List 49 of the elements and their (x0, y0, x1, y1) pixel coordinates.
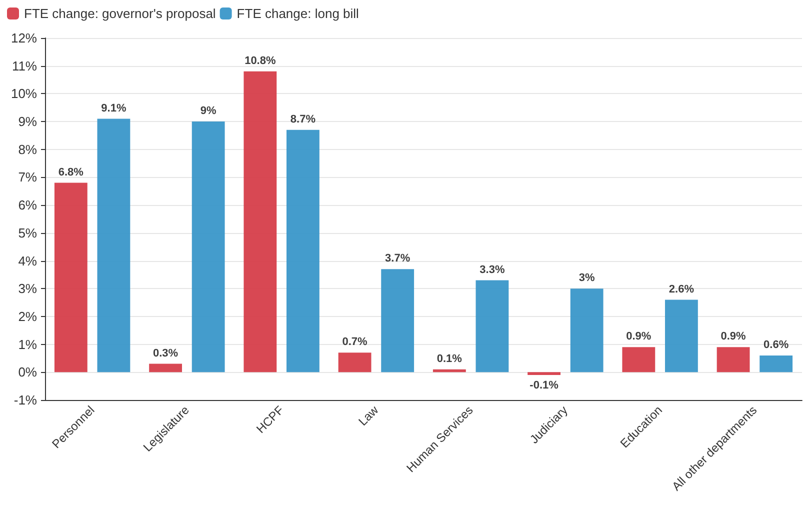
bar (338, 352, 372, 372)
y-tick-label: -1% (14, 392, 38, 408)
bar (528, 372, 560, 375)
data-label: -0.1% (530, 379, 559, 392)
y-tick-label: 5% (18, 225, 38, 240)
data-label: 0.7% (342, 336, 368, 348)
data-label: 2.6% (668, 283, 694, 296)
data-label: 3.3% (480, 264, 505, 276)
y-tick-label: 2% (18, 308, 38, 324)
bar (54, 182, 88, 372)
data-label: 3% (578, 272, 595, 284)
y-tick-label: 6% (18, 198, 38, 213)
bar (97, 118, 130, 372)
x-tick-label: Law (356, 402, 382, 429)
y-tick-label: 8% (18, 142, 38, 157)
data-label: 0.1% (436, 352, 462, 365)
y-tick-label: 4% (18, 253, 38, 268)
y-tick-label: 12% (10, 30, 38, 46)
data-label: 6.8% (58, 166, 84, 178)
data-label: 3.7% (385, 252, 410, 265)
y-tick-label: 0% (18, 364, 38, 380)
data-label: 8.7% (290, 113, 316, 126)
bar (622, 347, 656, 372)
bar (716, 347, 750, 372)
data-label: 0.3% (153, 347, 178, 360)
data-label: 0.6% (764, 338, 789, 351)
y-tick-label: 7% (18, 170, 38, 185)
data-label: 0.9% (720, 330, 746, 343)
bar (381, 269, 414, 372)
legend-label: FTE change: long bill (236, 6, 360, 21)
data-label: 9% (200, 105, 216, 118)
y-tick-label: 9% (18, 114, 38, 130)
y-tick-label: 10% (10, 86, 38, 102)
data-label: 0.9% (626, 330, 652, 343)
bar (192, 122, 225, 372)
y-tick-label: 3% (18, 281, 38, 296)
bar (570, 288, 604, 372)
data-label: 10.8% (244, 54, 276, 67)
y-tick-label: 11% (12, 58, 38, 74)
bar (149, 364, 182, 372)
bar (432, 369, 466, 372)
bar (760, 355, 793, 372)
y-tick-label: 1% (18, 336, 38, 352)
bar (476, 280, 509, 372)
bar (244, 71, 277, 372)
legend-label: FTE change: governor's proposal (24, 6, 216, 21)
bar (665, 300, 698, 372)
bar (286, 130, 320, 372)
data-label: 9.1% (101, 102, 126, 114)
